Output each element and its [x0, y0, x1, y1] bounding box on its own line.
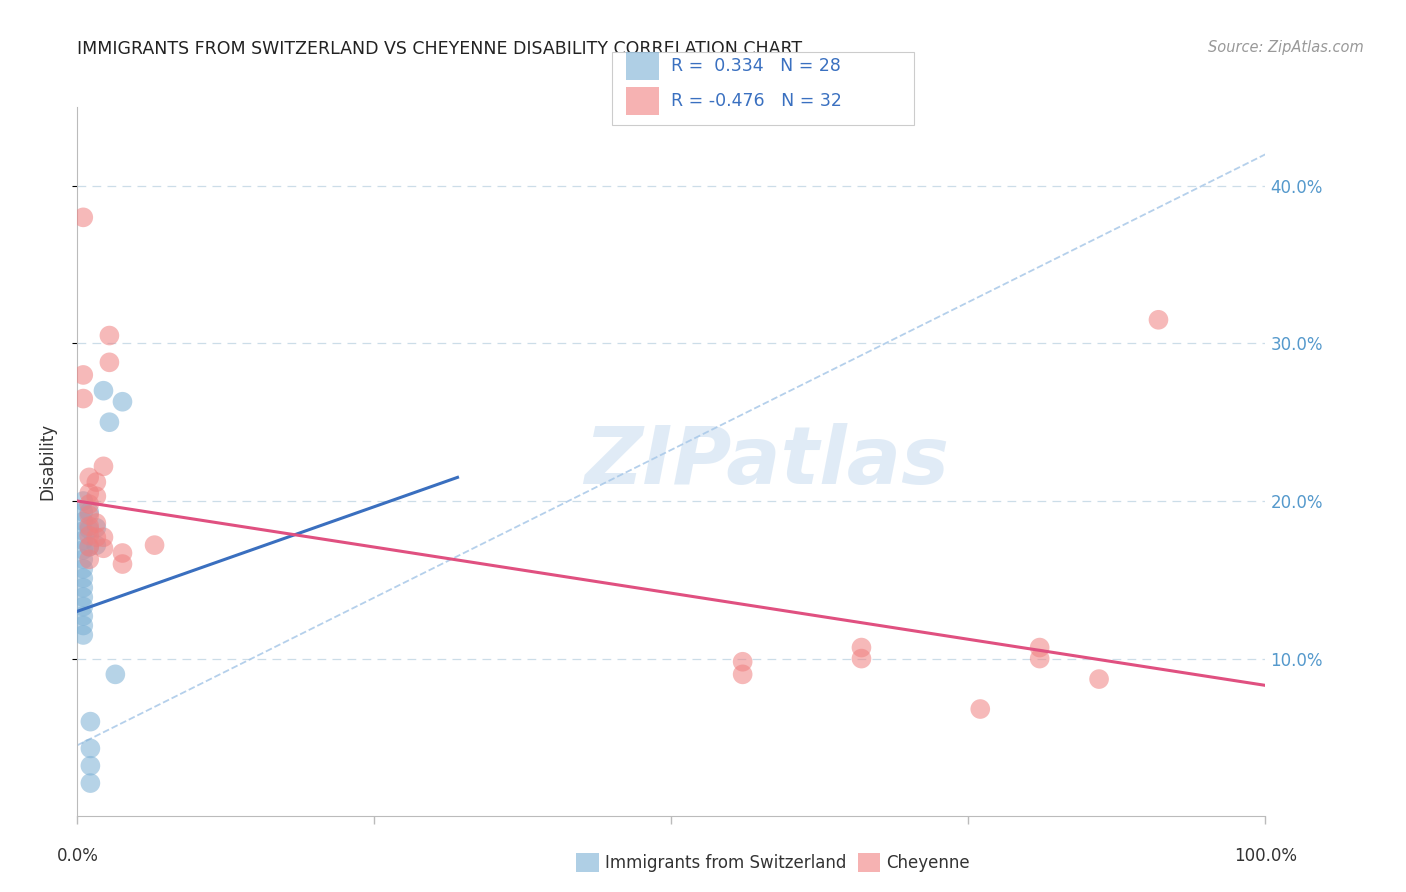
Point [86, 489, 108, 503]
Point [77, 497, 100, 511]
Point [1028, 651, 1050, 665]
Text: 0.0%: 0.0% [56, 847, 98, 865]
Y-axis label: Disability: Disability [38, 423, 56, 500]
Point [1088, 672, 1111, 686]
Point [111, 394, 134, 409]
Point [77, 552, 100, 566]
Point [72, 533, 94, 548]
Text: Immigrants from Switzerland: Immigrants from Switzerland [605, 854, 846, 871]
Point [1147, 313, 1170, 327]
Point [72, 505, 94, 519]
Point [77, 540, 100, 554]
Point [111, 557, 134, 571]
Point [72, 599, 94, 614]
Point [77, 470, 100, 484]
Point [86, 538, 108, 552]
Point [77, 508, 100, 523]
Point [143, 538, 166, 552]
Point [98, 355, 121, 369]
Text: ZIPatlas: ZIPatlas [583, 423, 949, 500]
Point [98, 415, 121, 429]
Point [93, 384, 115, 398]
Point [79, 758, 101, 772]
Point [79, 714, 101, 729]
Point [86, 516, 108, 530]
Point [86, 521, 108, 535]
Point [72, 618, 94, 632]
Point [77, 519, 100, 533]
Point [93, 530, 115, 544]
Point [111, 546, 134, 560]
Point [93, 541, 115, 556]
Point [77, 505, 100, 519]
Point [72, 609, 94, 624]
Point [731, 667, 754, 681]
Text: R = -0.476   N = 32: R = -0.476 N = 32 [671, 92, 842, 110]
Point [1028, 640, 1050, 655]
Point [72, 571, 94, 585]
Point [72, 515, 94, 529]
Text: IMMIGRANTS FROM SWITZERLAND VS CHEYENNE DISABILITY CORRELATION CHART: IMMIGRANTS FROM SWITZERLAND VS CHEYENNE … [77, 40, 803, 58]
Text: 100.0%: 100.0% [1234, 847, 1296, 865]
Point [77, 529, 100, 543]
Point [72, 211, 94, 225]
Text: Cheyenne: Cheyenne [886, 854, 969, 871]
Point [851, 651, 873, 665]
Point [79, 741, 101, 756]
Point [77, 522, 100, 536]
Point [72, 368, 94, 382]
Point [77, 540, 100, 554]
Text: Source: ZipAtlas.com: Source: ZipAtlas.com [1208, 40, 1364, 55]
Point [72, 581, 94, 595]
Point [86, 530, 108, 544]
Point [72, 392, 94, 406]
Point [72, 552, 94, 566]
Point [72, 542, 94, 557]
Point [98, 328, 121, 343]
Point [86, 475, 108, 489]
Point [77, 486, 100, 500]
Point [72, 590, 94, 604]
Point [851, 640, 873, 655]
Point [72, 628, 94, 642]
Point [72, 562, 94, 576]
Point [104, 667, 127, 681]
Point [93, 459, 115, 474]
Point [969, 702, 991, 716]
Point [731, 655, 754, 669]
Text: R =  0.334   N = 28: R = 0.334 N = 28 [671, 56, 841, 75]
Point [79, 776, 101, 790]
Point [72, 494, 94, 508]
Point [72, 524, 94, 538]
